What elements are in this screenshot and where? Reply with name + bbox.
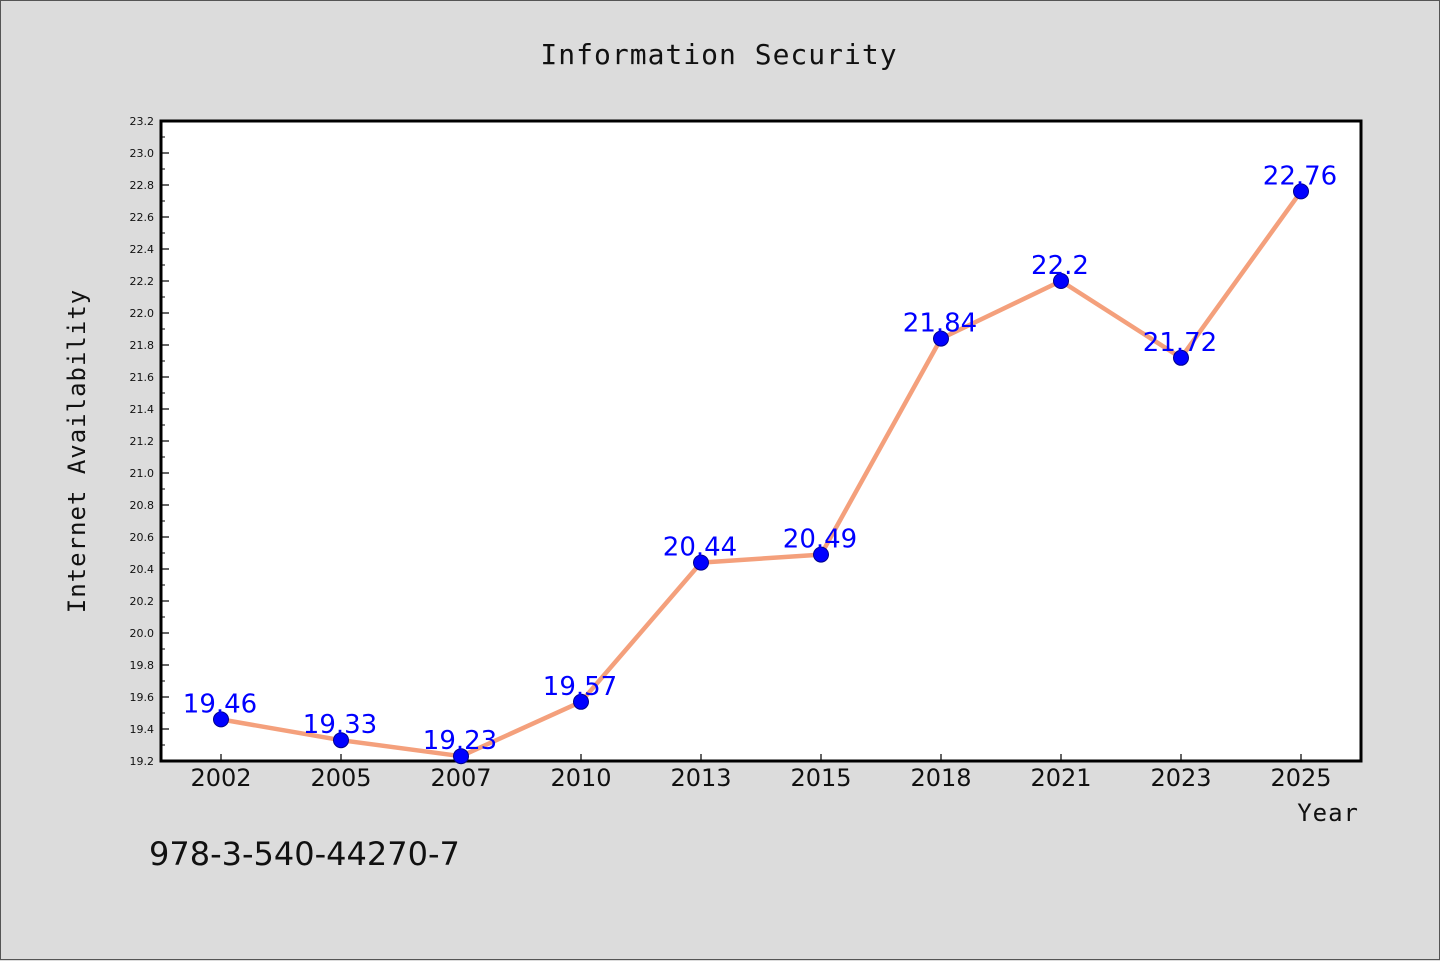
y-tick-label: 21.4 — [130, 403, 155, 416]
y-tick-label: 19.8 — [130, 659, 155, 672]
y-tick-label: 21.2 — [130, 435, 155, 448]
y-tick-label: 20.4 — [130, 563, 155, 576]
data-point — [213, 711, 229, 728]
data-point — [693, 554, 709, 571]
data-label: 21.84 — [903, 309, 977, 339]
y-tick-label: 20.2 — [130, 595, 155, 608]
x-tick-label: 2021 — [1030, 764, 1091, 792]
x-tick-label: 2023 — [1150, 764, 1211, 792]
chart-title: Information Security — [540, 38, 897, 71]
y-tick-label: 22.6 — [130, 211, 155, 224]
x-tick-label: 2010 — [550, 764, 611, 792]
data-point — [1173, 349, 1189, 366]
data-label: 22.2 — [1031, 251, 1089, 281]
y-axis: 19.2 19.4 19.6 19.8 20.0 20.2 20.4 20.6 20.8 21.0… — [130, 115, 169, 768]
y-tick-label: 22.8 — [130, 179, 155, 192]
data-label: 19.57 — [543, 672, 617, 702]
data-point — [573, 693, 589, 710]
x-tick-label: 2002 — [190, 764, 251, 792]
data-label: 21.72 — [1143, 328, 1217, 358]
footer-code: 978-3-540-44270-7 — [149, 835, 460, 873]
data-label: 20.49 — [783, 525, 857, 555]
y-tick-label: 23.0 — [130, 147, 155, 160]
x-axis-label: Year — [1297, 799, 1359, 827]
x-tick-label: 2015 — [790, 764, 851, 792]
plot-area — [159, 119, 1363, 763]
series-line — [220, 190, 1303, 759]
data-point — [453, 748, 469, 765]
y-axis-label: Internet Availability — [63, 289, 91, 613]
data-label: 22.76 — [1263, 161, 1337, 191]
x-tick-label: 2025 — [1270, 764, 1331, 792]
data-point — [333, 732, 349, 749]
y-tick-label: 19.2 — [130, 755, 155, 768]
data-point — [1293, 183, 1309, 200]
data-labels: 19.46 19.33 19.23 19.57 20.44 20.49 21.84 22.2 2… — [183, 161, 1337, 756]
data-label: 19.46 — [183, 689, 257, 719]
y-tick-label: 21.8 — [130, 339, 155, 352]
y-tick-label: 19.6 — [130, 691, 155, 704]
y-tick-label: 19.4 — [130, 723, 155, 736]
y-tick-label: 20.8 — [130, 499, 155, 512]
data-point — [813, 546, 829, 563]
x-tick-label: 2005 — [310, 764, 371, 792]
y-tick-label: 23.2 — [130, 115, 155, 128]
data-point — [933, 330, 949, 347]
data-label: 19.23 — [423, 726, 497, 756]
y-tick-label: 21.6 — [130, 371, 155, 384]
series-group — [213, 183, 1309, 765]
data-point — [1053, 273, 1069, 289]
y-tick-label: 22.2 — [130, 275, 155, 288]
x-axis: 2002 2005 2007 2010 2013 2015 2018 2021 2023 2025 — [190, 754, 1332, 792]
y-tick-label: 22.0 — [130, 307, 155, 320]
y-tick-label: 20.0 — [130, 627, 155, 640]
x-tick-label: 2013 — [670, 764, 731, 792]
data-label: 19.33 — [303, 710, 377, 740]
data-label: 20.44 — [663, 533, 737, 563]
x-tick-label: 2007 — [430, 764, 491, 792]
y-tick-label: 22.4 — [130, 243, 155, 256]
x-tick-label: 2018 — [910, 764, 971, 792]
y-tick-label: 20.6 — [130, 531, 155, 544]
y-tick-label: 21.0 — [130, 467, 155, 480]
